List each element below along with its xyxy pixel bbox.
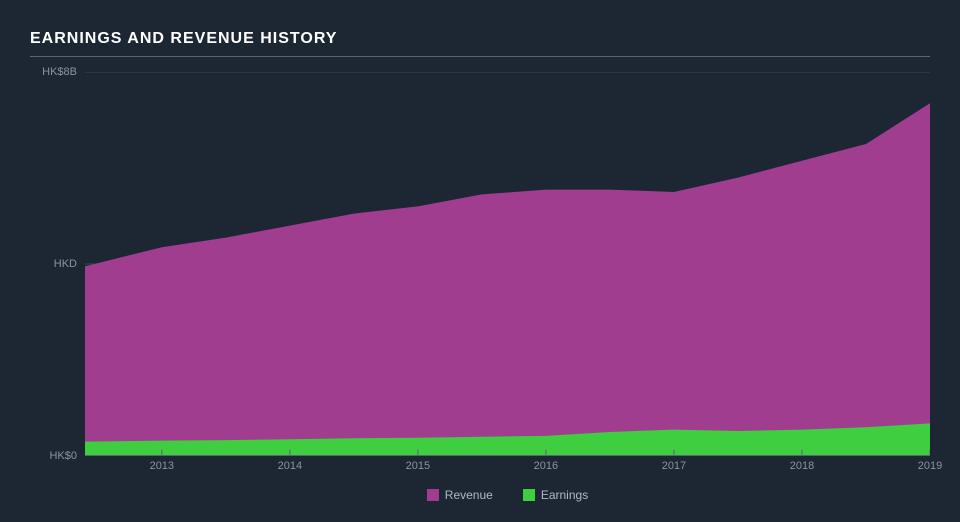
x-tick-label: 2019	[918, 460, 942, 472]
x-tick-label: 2017	[662, 460, 686, 472]
x-tick-label: 2013	[150, 460, 174, 472]
x-tick-label: 2016	[534, 460, 558, 472]
legend-item: Revenue	[427, 488, 493, 502]
legend-label: Revenue	[445, 488, 493, 502]
chart-container: EARNINGS AND REVENUE HISTORY HK$0HKDHK$8…	[0, 0, 960, 522]
legend-swatch	[427, 489, 439, 501]
x-axis: 2013201420152016201720182019	[85, 456, 930, 476]
chart-body: HK$0HKDHK$8B	[30, 72, 930, 456]
x-tick-label: 2018	[790, 460, 814, 472]
legend-label: Earnings	[541, 488, 588, 502]
x-tick-label: 2014	[278, 460, 302, 472]
y-tick-label: HK$0	[49, 450, 77, 462]
legend: Revenue Earnings	[85, 488, 930, 502]
y-tick-label: HK$8B	[42, 66, 77, 78]
plot-area	[85, 72, 930, 456]
legend-swatch	[523, 489, 535, 501]
chart-title: EARNINGS AND REVENUE HISTORY	[30, 30, 930, 57]
y-tick-label: HKD	[54, 258, 77, 270]
legend-item: Earnings	[523, 488, 588, 502]
y-axis: HK$0HKDHK$8B	[30, 72, 85, 456]
x-tick-label: 2015	[406, 460, 430, 472]
area-chart-svg	[85, 72, 930, 456]
